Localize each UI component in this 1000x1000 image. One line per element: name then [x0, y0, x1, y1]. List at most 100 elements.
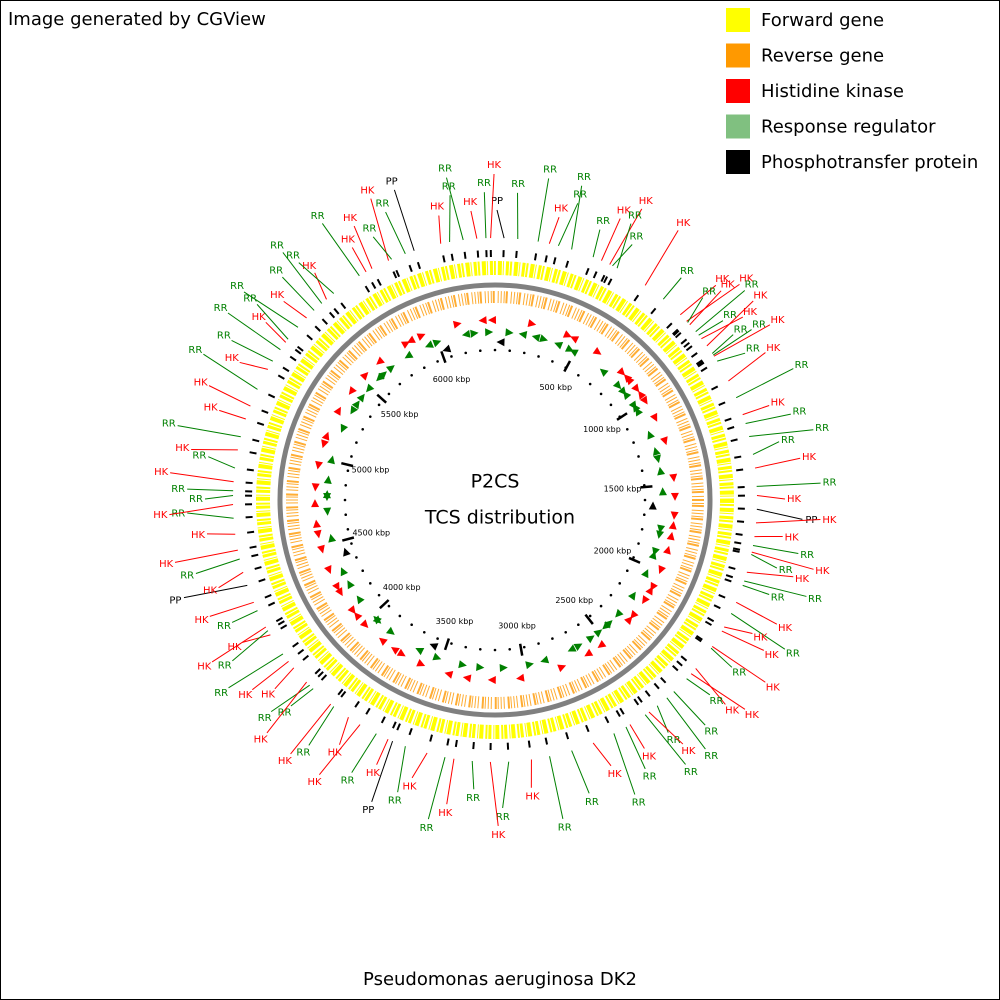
- feature-label: HK: [617, 205, 632, 216]
- feature-marker: [527, 319, 537, 327]
- feature-leader: [282, 276, 315, 311]
- minor-tick: [537, 642, 540, 645]
- minor-tick: [436, 360, 439, 363]
- feature-label: HK: [153, 510, 168, 521]
- feature-label: HK: [739, 273, 754, 284]
- feature-label: RR: [558, 823, 572, 834]
- feature-tick: [552, 257, 557, 265]
- feature-marker: [332, 581, 340, 591]
- feature-tick: [251, 553, 259, 558]
- minor-tick: [577, 373, 580, 377]
- feature-leader: [698, 320, 724, 336]
- minor-tick: [422, 630, 426, 634]
- reverse-gene-track: [286, 291, 704, 709]
- feature-leader: [183, 584, 248, 599]
- feature-leader: [446, 758, 455, 805]
- legend-swatch: [726, 79, 750, 103]
- feature-label: HK: [770, 315, 785, 326]
- minor-tick: [599, 392, 603, 396]
- feature-marker: [315, 460, 324, 470]
- feature-marker: [323, 475, 332, 484]
- feature-label: RR: [680, 266, 694, 277]
- feature-leader: [393, 189, 415, 251]
- feature-label: RR: [438, 164, 452, 175]
- feature-label: RR: [629, 232, 643, 243]
- feature-label: RR: [214, 303, 228, 314]
- legend-swatch: [726, 150, 750, 174]
- feature-marker: [658, 565, 666, 574]
- feature-leader: [749, 429, 814, 437]
- feature-marker: [632, 403, 641, 413]
- feature-tick: [258, 578, 266, 583]
- feature-leader: [169, 504, 234, 516]
- feature-marker: [415, 647, 425, 656]
- feature-tick: [463, 251, 467, 259]
- feature-tick: [267, 601, 276, 607]
- feature-leader: [752, 441, 780, 455]
- feature-tick: [321, 318, 328, 325]
- feature-leader: [557, 203, 579, 246]
- feature-marker: [366, 383, 375, 393]
- forward-gene-track: [256, 261, 734, 739]
- feature-marker: [321, 439, 329, 449]
- feature-label: RR: [632, 798, 646, 809]
- feature-marker: [359, 619, 369, 628]
- feature-marker: [317, 544, 325, 554]
- tick-label: 3000 kbp: [498, 622, 536, 631]
- feature-leader: [710, 647, 733, 668]
- feature-marker: [429, 643, 439, 651]
- feature-tick: [680, 338, 688, 345]
- feature-leader: [231, 610, 258, 623]
- feature-marker: [452, 320, 462, 329]
- feature-label: RR: [341, 776, 355, 787]
- feature-marker: [539, 334, 548, 343]
- feature-tick: [277, 374, 285, 380]
- feature-leader: [613, 733, 636, 795]
- feature-label: RR: [823, 478, 837, 489]
- feature-label: HK: [191, 530, 206, 541]
- feature-label: RR: [258, 713, 272, 724]
- feature-marker: [340, 567, 349, 577]
- major-tick: [341, 461, 354, 468]
- minor-tick: [537, 355, 540, 358]
- feature-leader: [438, 215, 442, 244]
- feature-tick: [700, 366, 708, 373]
- feature-tick: [261, 409, 269, 414]
- feature-marker: [333, 406, 341, 416]
- feature-tick: [666, 322, 673, 329]
- feature-tick: [724, 417, 732, 422]
- minor-tick: [640, 527, 644, 531]
- feature-label: HK: [785, 533, 800, 544]
- feature-tick: [320, 674, 328, 681]
- feature-tick: [603, 276, 609, 284]
- feature-leader: [549, 756, 564, 819]
- feature-tick: [615, 709, 621, 718]
- feature-leader: [730, 613, 786, 650]
- feature-label: HK: [676, 218, 691, 229]
- minor-tick: [522, 351, 526, 355]
- feature-tick: [734, 455, 742, 459]
- legend-swatch: [726, 8, 750, 32]
- feature-marker: [648, 501, 657, 510]
- feature-tick: [736, 520, 745, 523]
- minor-tick: [398, 614, 402, 618]
- minor-tick: [346, 469, 350, 473]
- feature-marker: [554, 342, 564, 350]
- feature-label: RR: [704, 727, 718, 738]
- feature-marker: [462, 674, 472, 683]
- feature-marker: [616, 367, 626, 376]
- feature-label: HK: [681, 746, 696, 757]
- feature-label: RR: [771, 592, 785, 603]
- feature-leader: [265, 321, 287, 343]
- feature-tick: [396, 723, 401, 731]
- feature-tick: [333, 307, 340, 315]
- feature-label: HK: [438, 808, 453, 819]
- feature-label: RR: [214, 688, 228, 699]
- feature-leader: [742, 405, 770, 416]
- feature-leader: [689, 290, 722, 326]
- feature-leader: [746, 571, 794, 578]
- feature-leader: [756, 482, 821, 487]
- feature-leader: [242, 634, 271, 643]
- feature-tick: [637, 696, 643, 703]
